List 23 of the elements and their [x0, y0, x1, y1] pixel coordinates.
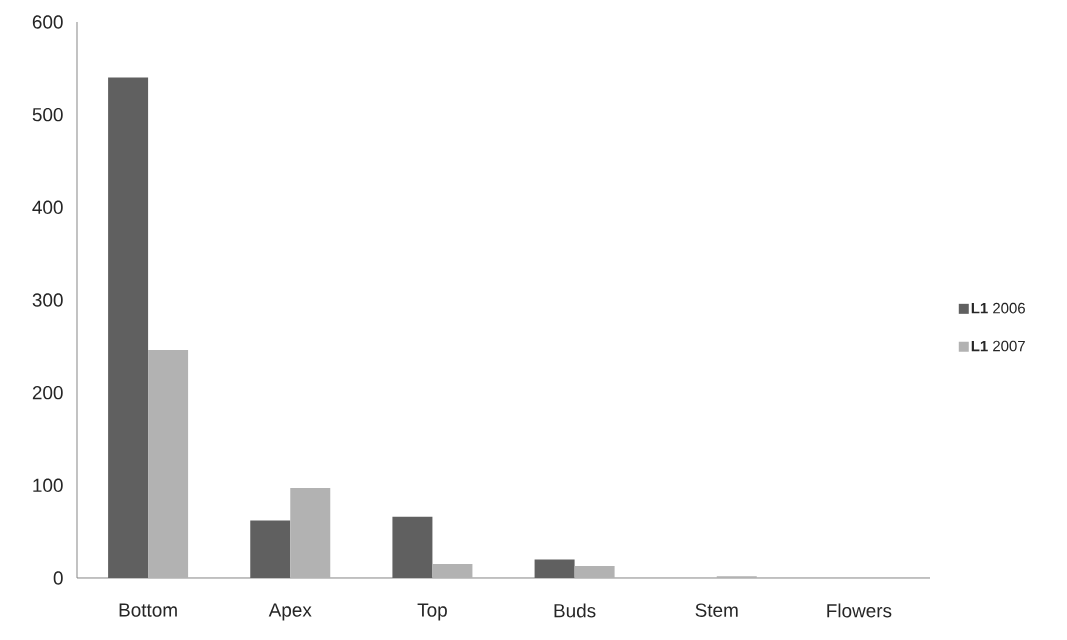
bar: [148, 350, 189, 578]
y-tick-label: 300: [32, 293, 63, 307]
bar: [108, 77, 149, 578]
y-tick-label: 0: [53, 571, 63, 585]
bar: [290, 488, 331, 578]
bar: [250, 520, 291, 578]
x-tick-label: Bottom: [119, 603, 177, 617]
y-tick-label: 200: [32, 385, 63, 400]
bar: [432, 564, 473, 578]
y-tick-label: 400: [32, 200, 63, 215]
bar: [574, 565, 615, 578]
x-tick-label: Top: [417, 603, 447, 621]
x-tick-label: Stem: [695, 603, 738, 617]
y-tick-label: 600: [32, 15, 63, 29]
x-tick-label: Apex: [268, 603, 312, 621]
bar: [534, 559, 575, 578]
y-tick-label: 500: [32, 107, 63, 122]
x-tick-label: Flowers: [827, 603, 892, 618]
legend-label: L1 2006: [971, 302, 1025, 314]
legend-label: L1 2007: [971, 340, 1025, 352]
y-tick-label: 100: [33, 478, 63, 493]
x-tick-label: Buds: [554, 603, 596, 618]
bar: [392, 516, 433, 578]
